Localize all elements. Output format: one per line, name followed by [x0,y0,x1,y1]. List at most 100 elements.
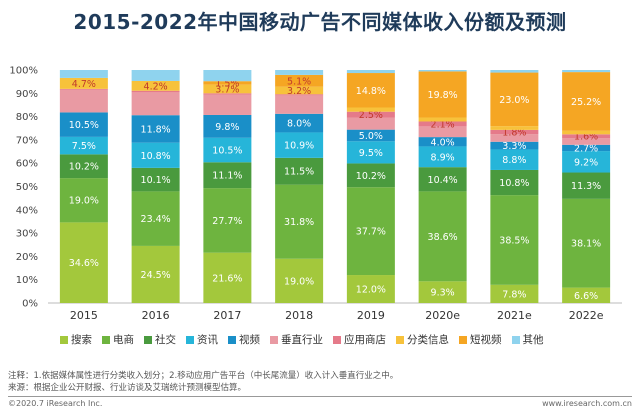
legend-label: 短视频 [470,334,502,346]
bar-segment [562,198,611,288]
y-tick-label: 20% [16,252,38,263]
data-label: 8.0% [287,119,311,130]
data-label: 3.7% [215,84,239,95]
footer: ©2020.7 iResearch Inc. www.iresearch.com… [8,396,632,408]
legend-swatch [459,335,467,344]
legend-swatch [102,335,110,344]
data-label: 12.0% [356,285,386,296]
bar-segment [490,284,539,303]
data-label: 4.7% [72,79,96,90]
bar-segment [418,70,467,72]
x-tick-label: 2020e [425,309,460,322]
bar-segment [275,113,324,133]
data-label: 9.5% [359,148,383,159]
data-label: 10.9% [284,141,314,152]
bar-segment [131,245,180,303]
bar-segment [59,136,108,155]
legend-item: 视频 [228,332,260,347]
data-label: 21.6% [212,273,242,284]
data-label: 14.8% [356,86,386,97]
bar-segment [562,151,611,173]
legend-item: 垂直行业 [270,332,323,347]
data-label: 19.0% [284,276,314,287]
y-tick-label: 0% [22,299,38,310]
bar-segment [203,162,252,189]
y-tick-label: 10% [16,275,38,286]
data-label: 19.0% [69,196,99,207]
data-label: 37.7% [356,227,386,238]
data-label: 8.9% [431,152,455,163]
data-label: 31.8% [284,217,314,228]
legend-label: 应用商店 [344,334,386,346]
data-label: 8.8% [502,155,526,166]
bar-segment [203,70,252,82]
data-label: 38.5% [499,235,529,246]
legend-item: 搜索 [60,332,92,347]
bar-segment [275,86,324,95]
x-tick-label: 2022e [569,309,604,322]
legend-label: 搜索 [71,334,92,346]
data-label: 1.5% [215,78,239,89]
x-tick-label: 2015 [70,309,98,322]
data-label: 10.4% [428,175,458,186]
data-label: 9.3% [431,288,455,299]
data-label: 11.5% [284,167,314,178]
data-label: 2.7% [574,143,598,154]
bar-segment [490,169,539,196]
data-label: 3.2% [287,86,311,97]
bar-segment [275,70,324,75]
bar-segment [346,141,395,164]
data-label: 27.7% [212,216,242,227]
bar-segment [203,137,252,163]
data-label: 9.2% [574,157,598,168]
bar-segment [490,195,539,285]
bar-segment [562,287,611,303]
bar-segment [562,134,611,139]
y-tick-label: 70% [16,135,38,146]
y-tick-label: 50% [16,182,38,193]
bar-segment [346,129,395,142]
legend-label: 电商 [113,334,134,346]
data-label: 25.2% [571,97,601,108]
legend-item: 电商 [102,332,134,347]
bar-segment [203,252,252,303]
bar-segment [562,172,611,199]
bar-segment [346,70,395,74]
data-label: 1.8% [502,127,526,138]
bar-segment [59,112,108,137]
bar-segment [418,137,467,147]
bar-segment [562,130,611,135]
y-tick-label: 90% [16,89,38,100]
legend-swatch [511,335,520,344]
legend-label: 其他 [522,334,544,346]
x-tick-label: 2019 [357,309,385,322]
legend-item: 社交 [144,332,176,347]
bar-segment [490,126,539,130]
y-tick-label: 100% [9,66,38,77]
chart-legend: 搜索 电商 社交 资讯 视频 垂直行业 应用商店 分类信息 短视频 其他 [60,332,620,347]
data-label: 23.4% [141,214,171,225]
legend-label: 视频 [239,334,260,346]
legend-label: 社交 [155,334,176,346]
bar-segment [562,72,611,131]
bar-segment [418,121,467,127]
y-tick-label: 30% [16,229,38,240]
bar-segment [275,94,324,96]
bar-segment [59,89,108,113]
x-tick-label: 2016 [142,309,170,322]
legend-item: 其他 [511,332,544,347]
data-label: 4.0% [431,137,455,148]
bar-segment [346,187,395,276]
data-label: 11.3% [571,181,601,192]
legend-label: 分类信息 [407,334,449,346]
bar-segment [418,281,467,303]
data-label: 2.5% [359,110,383,121]
data-label: 10.5% [69,120,99,131]
data-label: 34.6% [69,258,99,269]
bar-segment [131,191,180,246]
legend-label: 资讯 [197,334,218,346]
bar-segment [490,149,539,170]
bar-segment [203,114,252,138]
bar-segment [346,117,395,130]
